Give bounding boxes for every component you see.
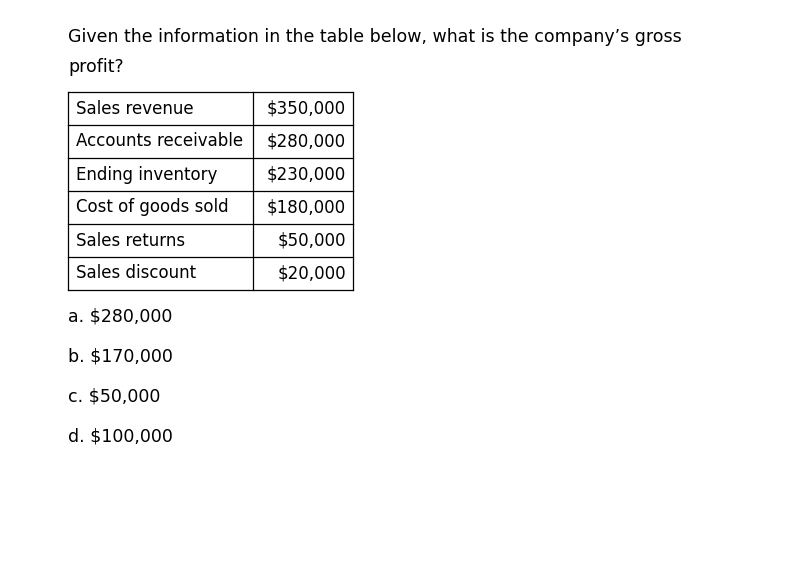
Text: a. $280,000: a. $280,000 — [68, 308, 172, 326]
Text: c. $50,000: c. $50,000 — [68, 388, 160, 406]
Text: $20,000: $20,000 — [277, 265, 346, 283]
Text: Accounts receivable: Accounts receivable — [76, 132, 243, 150]
Text: $230,000: $230,000 — [266, 166, 346, 184]
Text: $350,000: $350,000 — [267, 100, 346, 118]
Text: Ending inventory: Ending inventory — [76, 166, 218, 184]
Text: b. $170,000: b. $170,000 — [68, 348, 173, 366]
Text: Sales returns: Sales returns — [76, 231, 185, 250]
Text: d. $100,000: d. $100,000 — [68, 428, 173, 446]
Text: $280,000: $280,000 — [267, 132, 346, 150]
Text: Sales discount: Sales discount — [76, 265, 196, 283]
Text: Cost of goods sold: Cost of goods sold — [76, 198, 229, 216]
Text: profit?: profit? — [68, 58, 123, 76]
Text: $180,000: $180,000 — [267, 198, 346, 216]
Text: Given the information in the table below, what is the company’s gross: Given the information in the table below… — [68, 28, 681, 46]
Text: Sales revenue: Sales revenue — [76, 100, 193, 118]
Text: $50,000: $50,000 — [277, 231, 346, 250]
